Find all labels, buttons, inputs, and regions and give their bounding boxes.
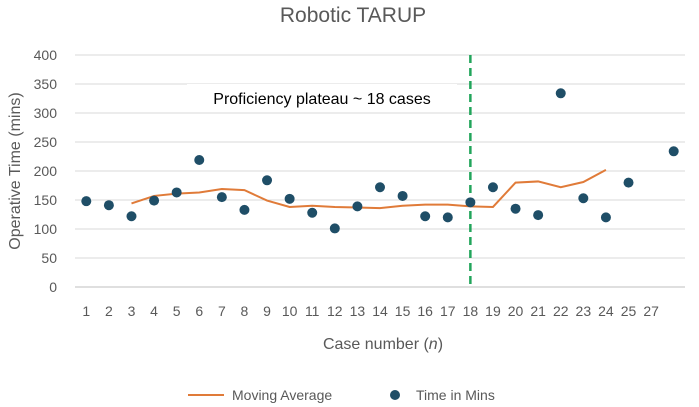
x-tick-label: 12 [327, 303, 343, 319]
x-tick-label: 15 [395, 303, 411, 319]
x-tick-label: 14 [372, 303, 388, 319]
x-tick-label: 8 [241, 303, 249, 319]
y-tick-label: 100 [34, 221, 58, 237]
time-point [420, 211, 431, 222]
x-tick-label: 5 [173, 303, 181, 319]
x-tick-labels: 1 2 3 4 5 6 7 8 9 10 11 12 13 14 15 16 17 18 19 20 21 22 23 24 2… [82, 303, 659, 319]
time-point [578, 193, 589, 204]
time-point [216, 192, 227, 203]
time-points [81, 88, 679, 234]
x-tick-label: 17 [440, 303, 456, 319]
x-tick-label: 9 [263, 303, 271, 319]
x-tick-label: 2 [105, 303, 113, 319]
x-tick-label: 27 [643, 303, 659, 319]
x-tick-label: 22 [553, 303, 569, 319]
x-tick-label: 13 [350, 303, 366, 319]
time-point [510, 203, 521, 214]
time-point [307, 207, 318, 218]
y-tick-labels: 0 50 100 150 200 250 300 350 400 [34, 47, 58, 295]
y-tick-label: 400 [34, 47, 58, 63]
proficiency-plateau-label: Proficiency plateau ~ 18 cases [213, 91, 430, 108]
x-tick-label: 1 [82, 303, 90, 319]
time-point [352, 201, 363, 212]
legend-time-swatch [390, 390, 400, 400]
x-tick-label: 25 [621, 303, 637, 319]
x-tick-label: 19 [485, 303, 501, 319]
time-point [533, 210, 544, 221]
time-point [442, 212, 453, 223]
time-point [375, 182, 385, 193]
x-tick-label: 18 [463, 303, 479, 319]
time-point [194, 154, 205, 165]
x-tick-label: 23 [576, 303, 592, 319]
time-point [397, 190, 408, 201]
chart-title: Robotic TARUP [280, 4, 426, 27]
x-tick-label: 21 [530, 303, 546, 319]
x-axis-title: Case number (n) [323, 336, 443, 353]
y-tick-label: 150 [34, 192, 58, 208]
x-tick-label: 3 [128, 303, 136, 319]
y-axis-title: Operative Time (mins) [7, 92, 24, 249]
y-tick-label: 0 [49, 279, 57, 295]
y-tick-label: 250 [34, 134, 58, 150]
y-tick-label: 200 [34, 163, 58, 179]
x-axis-title-variable: n [429, 336, 438, 353]
legend-time-label: Time in Mins [416, 387, 495, 403]
time-point [239, 204, 250, 215]
y-tick-label: 300 [34, 105, 58, 121]
x-tick-label: 4 [150, 303, 158, 319]
time-point [171, 187, 182, 198]
time-point [284, 193, 295, 204]
x-tick-label: 11 [305, 303, 320, 319]
time-point [329, 223, 340, 234]
y-tick-label: 50 [41, 250, 57, 266]
time-point [600, 212, 611, 223]
legend: Moving Average Time in Mins [188, 387, 495, 403]
time-point [555, 88, 566, 99]
x-axis-title-text: Case number [323, 336, 420, 353]
time-point [103, 200, 114, 211]
time-point [623, 177, 634, 188]
x-tick-label: 20 [508, 303, 524, 319]
y-tick-label: 350 [34, 76, 58, 92]
legend-moving-average-label: Moving Average [232, 387, 332, 403]
x-tick-label: 6 [195, 303, 203, 319]
time-point [668, 146, 679, 157]
moving-average-line [131, 168, 607, 210]
gridlines [75, 54, 685, 288]
x-tick-label: 10 [282, 303, 298, 319]
x-tick-label: 24 [598, 303, 614, 319]
time-point [81, 196, 92, 207]
time-point [126, 211, 137, 222]
x-tick-label: 7 [218, 303, 226, 319]
time-point [465, 197, 476, 208]
x-tick-label: 16 [417, 303, 433, 319]
time-point [487, 182, 498, 193]
time-point [149, 195, 160, 206]
time-point [262, 175, 273, 186]
annotation-background [187, 84, 457, 112]
